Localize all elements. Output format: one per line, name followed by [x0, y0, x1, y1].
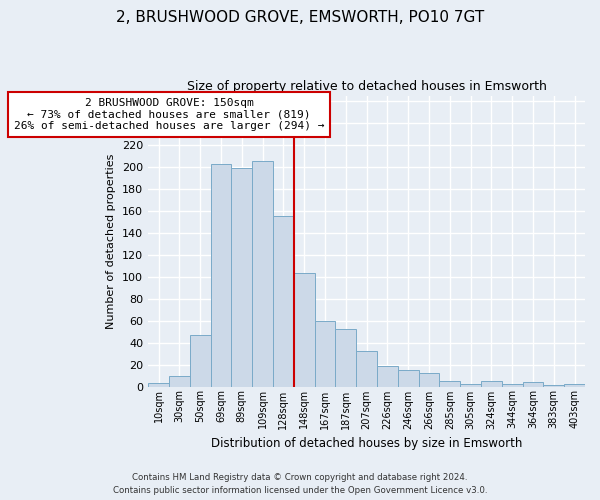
- Bar: [314, 320, 335, 386]
- Bar: [419, 374, 439, 386]
- Bar: [211, 164, 232, 386]
- Text: 2 BRUSHWOOD GROVE: 150sqm
← 73% of detached houses are smaller (819)
26% of semi: 2 BRUSHWOOD GROVE: 150sqm ← 73% of detac…: [14, 98, 324, 131]
- Bar: [502, 384, 523, 386]
- Bar: [481, 381, 502, 386]
- Bar: [232, 168, 252, 386]
- Text: Contains HM Land Registry data © Crown copyright and database right 2024.
Contai: Contains HM Land Registry data © Crown c…: [113, 474, 487, 495]
- Bar: [460, 384, 481, 386]
- Bar: [564, 384, 585, 386]
- Bar: [252, 162, 273, 386]
- Title: Size of property relative to detached houses in Emsworth: Size of property relative to detached ho…: [187, 80, 547, 93]
- Bar: [398, 370, 419, 386]
- Bar: [273, 216, 294, 386]
- Bar: [439, 381, 460, 386]
- Bar: [190, 335, 211, 386]
- Bar: [169, 376, 190, 386]
- Bar: [294, 274, 314, 386]
- Text: 2, BRUSHWOOD GROVE, EMSWORTH, PO10 7GT: 2, BRUSHWOOD GROVE, EMSWORTH, PO10 7GT: [116, 10, 484, 25]
- Bar: [356, 352, 377, 386]
- Bar: [335, 330, 356, 386]
- X-axis label: Distribution of detached houses by size in Emsworth: Distribution of detached houses by size …: [211, 437, 522, 450]
- Y-axis label: Number of detached properties: Number of detached properties: [106, 154, 116, 328]
- Bar: [148, 383, 169, 386]
- Bar: [377, 366, 398, 386]
- Bar: [523, 382, 544, 386]
